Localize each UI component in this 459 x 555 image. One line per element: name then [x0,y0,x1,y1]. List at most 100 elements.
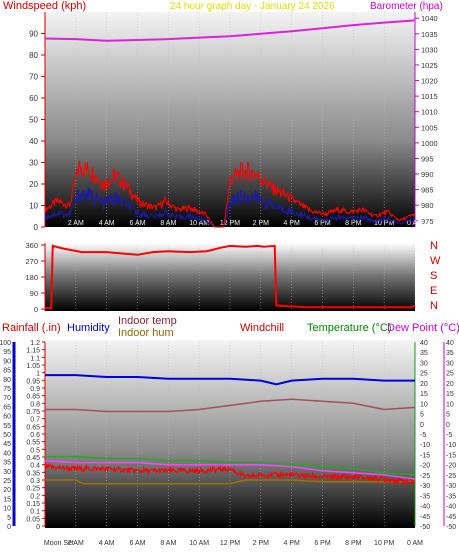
rain-tick-label: 0.3 [30,478,40,485]
left-tick-label: 40 [29,137,38,146]
rain-tick-label: 1 [36,371,40,378]
rain-tick-label: 0.35 [26,470,40,477]
temperature-tick-label: 5 [420,412,424,419]
rain-tick-label: 0.15 [26,501,40,508]
rain-tick-label: 0.6 [30,432,40,439]
x-tick-label: 0 AM [407,220,423,227]
temperature-axis: -50 -50-45 -45-40 -40-35 -35-30 -30-25 -25-20-… [414,340,456,531]
dewpoint-tick-label: -10 [446,442,456,449]
indoor-temp-series-line [45,398,416,413]
rain-tick-label: 1.05 [26,363,40,370]
humidity-tick-label: 85 [3,368,11,375]
humidity-tick-label: 70 [3,395,11,402]
right-tick-label: 985 [421,186,434,195]
humidity-tick-label: 100 [0,340,11,347]
dewpoint-tick-label: -40 [446,504,456,511]
humidity-tick-label: 90 [3,358,11,365]
rain-tick-label: 0.8 [30,401,40,408]
temperature-tick-label: -5 [420,432,426,439]
right-tick-label: 980 [421,201,434,210]
right-tick-label: 1000 [421,139,438,148]
left-tick-label: 70 [29,73,38,82]
rain-tick-label: 0.9 [30,386,40,393]
dewpoint-tick-label: -35 [446,493,456,500]
dewpoint-tick-label: 10 [446,401,454,408]
windspeed-series-line [44,160,416,228]
x-tick-label: 0 AM [407,540,423,547]
humidity-tick-label: 50 [3,432,11,439]
rainfall-axis: 00.050.10.150.20.250.30.350.40.450.50.55… [26,340,46,531]
temperature-tick-label: -50 [420,524,430,531]
rain-tick-label: 0.7 [30,417,40,424]
compass-label: W [430,255,441,267]
rain-tick-label: 0.75 [26,409,40,416]
humidity-tick-label: 65 [3,404,11,411]
left-tick-label: 30 [29,159,38,168]
left-tick-label: 90 [29,30,38,39]
direction-tick-label: 270 [25,257,38,266]
right-tick-label: 1040 [421,14,438,23]
rain-tick-label: 0.05 [26,516,40,523]
wind-direction-series-line [45,244,416,310]
right-tick-label: 1035 [421,30,438,39]
rain-tick-label: 0.95 [26,378,40,385]
dewpoint-tick-label: -15 [446,452,456,459]
rain-tick-label: 0.55 [26,440,40,447]
rain-tick-label: 0.1 [30,509,40,516]
dewpoint-tick-label: 5 [446,412,450,419]
x-tick-label: 12 PM [220,540,240,547]
humidity-tick-label: 0 [7,524,11,531]
x-tick-label: 2 AM [68,540,84,547]
windspeed-axis-label: Windspeed (kph) [3,0,86,12]
right-tick-label: 1025 [421,61,438,70]
barometer-axis-label: Barometer (hpa) [370,1,443,12]
x-tick-label: 4 PM [283,220,300,227]
temperature-tick-label: -15 [420,452,430,459]
humidity-tick-label: 5 [7,515,11,522]
panel1-right-axis: 975 980 985 990 995 1000 1005 1010 1015 1020 1025 1… [414,12,438,227]
panel3-grid [75,342,416,526]
humidity-tick-label: 35 [3,460,11,467]
humidity-tick-label: 75 [3,386,11,393]
indoor-hum-label: Indoor hum [118,327,174,339]
panel1-x-axis: 2 AM 4 AM 6 AM 8 AM 10 AM 12 PM 2 PM 4 PM 6 PM 8 … [68,220,423,227]
left-tick-label: 20 [29,180,38,189]
compass-label: E [430,285,437,297]
temperature-tick-label: -40 [420,504,430,511]
dewpoint-tick-label: 40 [446,340,454,347]
dewpoint-tick-label: 15 [446,391,454,398]
temperature-tick-label: 40 [420,340,428,347]
x-tick-label: 8 PM [345,540,362,547]
compass-label: S [430,270,437,282]
rain-tick-label: 0.45 [26,455,40,462]
compass-label: N [430,300,438,312]
humidity-tick-label: 40 [3,450,11,457]
dewpoint-tick-label: -25 [446,473,456,480]
rain-tick-label: 0.5 [30,447,40,454]
dewpoint-tick-label: 25 [446,371,454,378]
x-tick-label: 2 AM [68,220,84,227]
panel3-background [45,340,415,528]
gust-series-line [44,187,416,228]
x-tick-label: 10 PM [374,220,394,227]
windchill-series-line [44,462,416,487]
x-tick-label: 6 AM [130,540,146,547]
panel3-series [44,374,416,487]
humidity-series-line [45,374,415,386]
temperature-tick-label: -35 [420,493,430,500]
rain-tick-label: 0.4 [30,463,40,470]
x-tick-label: 8 AM [160,220,176,227]
dewpoint-tick-label: -20 [446,463,456,470]
direction-tick-label: 0 [34,305,38,314]
temperature-tick-label: 30 [420,360,428,367]
panel1-series [44,19,416,228]
x-tick-label: 8 PM [345,220,362,227]
panel2-background [45,243,415,311]
humidity-label: Humidity [67,322,110,334]
indoor-hum-series-line [45,479,415,485]
temperature-tick-label: -45 [420,514,430,521]
compass-label: N [430,240,438,252]
x-tick-label: 12 PM [220,220,240,227]
